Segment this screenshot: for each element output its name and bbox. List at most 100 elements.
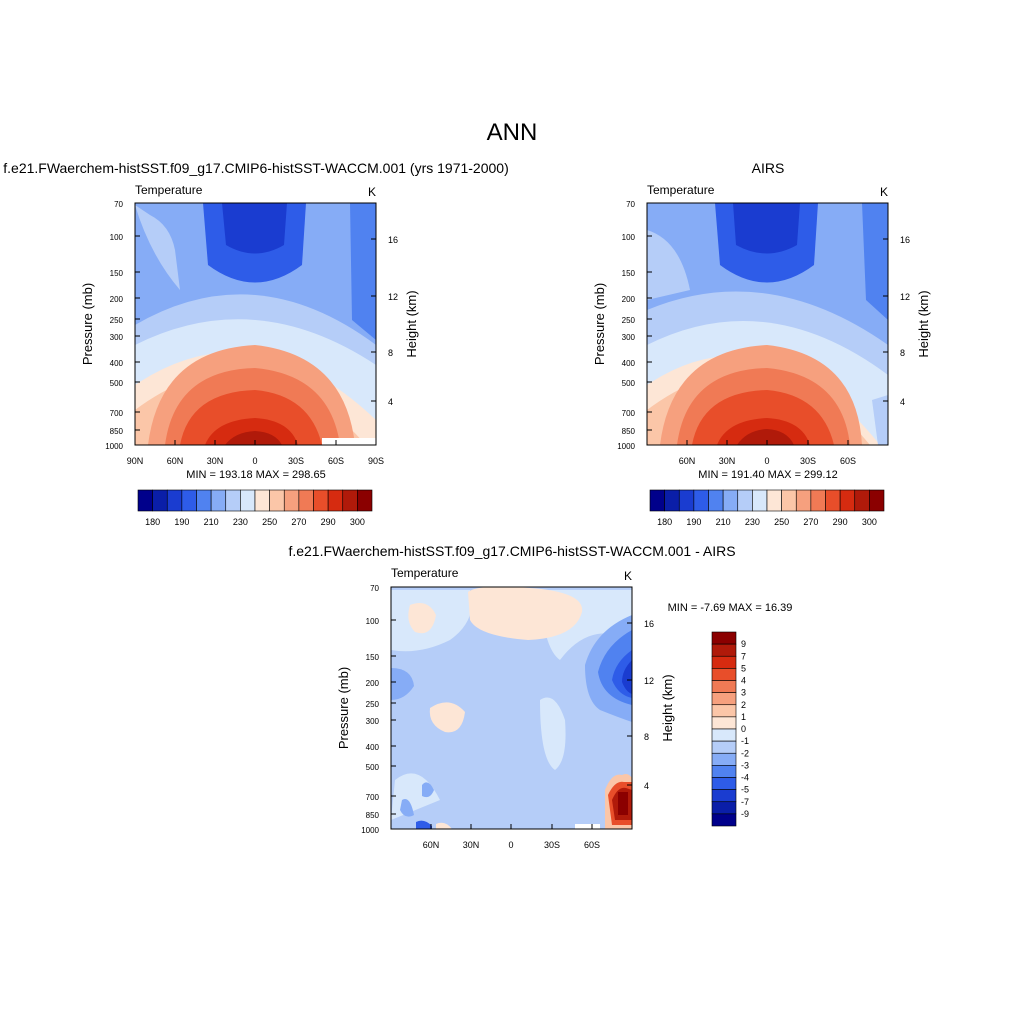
colorbar-swatch xyxy=(225,489,241,512)
x-tick-label: 30S xyxy=(288,456,304,466)
colorbar-label: 300 xyxy=(350,517,365,527)
y-tick-label: 70 xyxy=(114,200,123,209)
contour-fill xyxy=(391,587,632,829)
colorbar: 180 190 210 230 250 270 290 300 xyxy=(137,489,373,527)
x-tick-label: 0 xyxy=(764,456,769,466)
colorbar-label: -7 xyxy=(741,797,749,807)
colorbar-swatch xyxy=(269,489,285,512)
variable-label: Temperature xyxy=(135,183,203,197)
colorbar-swatch xyxy=(357,489,373,512)
units-label: K xyxy=(880,185,888,199)
colorbar-swatch xyxy=(711,801,737,815)
x-tick-label: 30S xyxy=(544,840,560,850)
colorbar-label: -3 xyxy=(741,760,749,770)
colorbar-label: 0 xyxy=(741,724,746,734)
y-tick-label: 850 xyxy=(622,427,636,436)
y2-tick-label: 16 xyxy=(388,235,398,245)
colorbar-swatch xyxy=(166,489,183,512)
colorbar-swatch xyxy=(711,631,737,645)
colorbar-swatch xyxy=(766,489,782,512)
colorbar-swatch xyxy=(181,489,197,512)
y-tick-label: 100 xyxy=(366,617,380,626)
y-tick-label: 1000 xyxy=(617,442,635,451)
y-tick-label: 250 xyxy=(622,316,636,325)
colorbar-label: 190 xyxy=(686,517,701,527)
colorbar-label: 210 xyxy=(204,517,219,527)
colorbar-label: 290 xyxy=(321,517,336,527)
colorbar-swatch xyxy=(649,489,665,512)
figure-title: ANN xyxy=(487,119,538,146)
colorbar-swatch xyxy=(825,489,841,512)
colorbar-swatch xyxy=(708,489,724,512)
y2-tick-label: 8 xyxy=(900,348,905,358)
y2-tick-label: 12 xyxy=(644,676,654,686)
colorbar-swatch xyxy=(313,489,329,512)
y-tick-label: 500 xyxy=(110,379,124,388)
variable-label: Temperature xyxy=(391,566,459,580)
y2-tick-label: 8 xyxy=(644,732,649,742)
colorbar-swatch xyxy=(711,728,737,742)
y2-axis-label: Height (km) xyxy=(660,674,675,741)
panel-title: f.e21.FWaerchem-histSST.f09_g17.CMIP6-hi… xyxy=(3,160,508,176)
colorbar-label: 5 xyxy=(741,663,746,673)
colorbar-label: 290 xyxy=(833,517,848,527)
y-tick-label: 300 xyxy=(622,333,636,342)
colorbar-swatch xyxy=(711,777,737,790)
y-tick-label: 300 xyxy=(366,717,380,726)
axis-ticks xyxy=(391,619,632,829)
x-tick-label: 60S xyxy=(328,456,344,466)
y-tick-label: 70 xyxy=(370,584,379,593)
y-tick-label: 250 xyxy=(366,700,380,709)
units-label: K xyxy=(368,185,376,199)
colorbar-label: 9 xyxy=(741,639,746,649)
panel-model: f.e21.FWaerchem-histSST.f09_g17.CMIP6-hi… xyxy=(3,160,508,527)
y-tick-label: 70 xyxy=(626,200,635,209)
y-tick-label: 200 xyxy=(110,295,124,304)
y-tick-label: 500 xyxy=(622,379,636,388)
contour-fill xyxy=(135,203,376,445)
x-tick-label: 0 xyxy=(252,456,257,466)
colorbar-swatch xyxy=(283,489,300,512)
x-tick-label: 30N xyxy=(719,456,736,466)
colorbar-label: -9 xyxy=(741,809,749,819)
y-tick-label: 1000 xyxy=(361,826,379,835)
y-axis-label: Pressure (mb) xyxy=(80,283,95,365)
x-tick-label: 60N xyxy=(679,456,696,466)
colorbar-label: 250 xyxy=(774,517,789,527)
x-tick-label: 60N xyxy=(167,456,184,466)
colorbar-label: -4 xyxy=(741,773,749,783)
y2-axis-label: Height (km) xyxy=(916,290,931,357)
y-tick-label: 200 xyxy=(366,679,380,688)
colorbar-label: 190 xyxy=(174,517,189,527)
y-tick-label: 400 xyxy=(366,743,380,752)
colorbar-swatch xyxy=(298,489,314,512)
colorbar-label: -2 xyxy=(741,748,749,758)
colorbar-swatch xyxy=(196,489,212,512)
colorbar-label: 230 xyxy=(233,517,248,527)
y-tick-label: 150 xyxy=(110,269,124,278)
y-tick-label: 400 xyxy=(110,359,124,368)
min-max-stats: MIN = 193.18 MAX = 298.65 xyxy=(186,469,325,481)
y-tick-label: 200 xyxy=(622,295,636,304)
colorbar-label: 230 xyxy=(745,517,760,527)
x-tick-label: 90S xyxy=(368,456,384,466)
x-tick-label: 0 xyxy=(508,840,513,850)
colorbar-swatch xyxy=(810,489,826,512)
x-tick-label: 90N xyxy=(127,456,144,466)
y-tick-label: 300 xyxy=(110,333,124,342)
colorbar-label: 180 xyxy=(145,517,160,527)
colorbar-swatch xyxy=(711,704,737,718)
y2-tick-label: 8 xyxy=(388,348,393,358)
axis-ticks xyxy=(647,235,888,445)
colorbar-swatch xyxy=(711,643,737,657)
colorbar-label: 2 xyxy=(741,700,746,710)
x-tick-label: 60N xyxy=(423,840,440,850)
colorbar-swatch xyxy=(137,489,153,512)
y2-tick-label: 4 xyxy=(388,397,393,407)
colorbar-swatch xyxy=(711,789,737,803)
colorbar-swatch xyxy=(327,489,344,512)
contour-south-polar xyxy=(350,203,376,340)
variable-label: Temperature xyxy=(647,183,715,197)
colorbar-swatch xyxy=(240,489,256,512)
